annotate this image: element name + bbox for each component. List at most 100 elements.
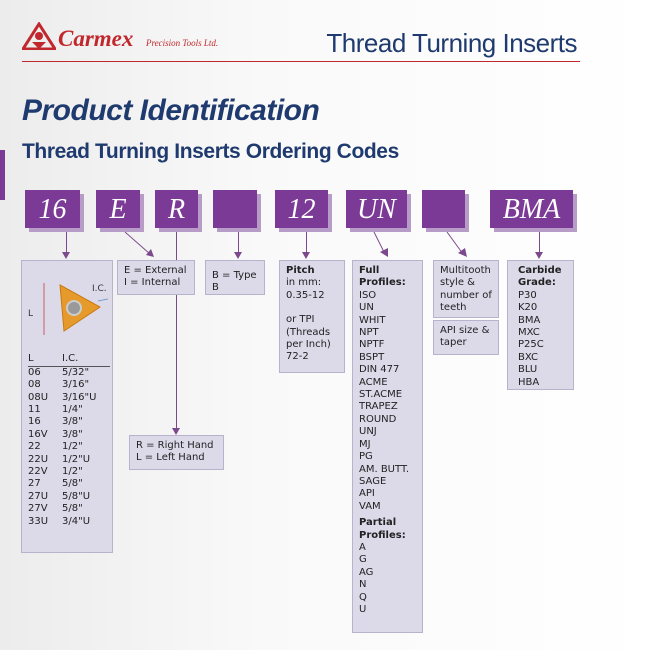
full-profile-item: AM. BUTT. bbox=[359, 463, 410, 475]
ic-value: 5/32" bbox=[62, 366, 90, 378]
grade-item: MXC bbox=[518, 327, 540, 339]
connector-diagonal bbox=[124, 231, 154, 257]
l-value: 33U bbox=[28, 515, 49, 527]
arrow-icon bbox=[302, 252, 310, 259]
grade-item: BMA bbox=[518, 314, 541, 326]
ic-value: 1/4" bbox=[62, 404, 83, 416]
multitooth-text: Multitooth style & number of teeth bbox=[440, 265, 492, 314]
full-profile-item: UN bbox=[359, 302, 374, 314]
size-row: 16V 3/8" bbox=[28, 429, 110, 441]
size-row: 06 5/32" bbox=[28, 366, 110, 379]
full-profile-item: TRAPEZ bbox=[359, 401, 398, 413]
l-value: 16V bbox=[28, 428, 48, 440]
size-row: 22V 1/2" bbox=[28, 466, 110, 478]
typeb-box: B = Type B bbox=[205, 260, 265, 295]
arrow-icon bbox=[535, 252, 543, 259]
pitch-text: per Inch) bbox=[286, 339, 331, 351]
l-value: 08 bbox=[28, 379, 41, 391]
arrow-icon bbox=[172, 428, 180, 435]
diagram-label-ic: I.C. bbox=[92, 284, 107, 294]
col-l-header: L bbox=[28, 353, 63, 367]
api-text: API size & taper bbox=[440, 325, 490, 349]
connector bbox=[238, 232, 239, 254]
pitch-text: or TPI bbox=[286, 314, 315, 326]
ic-value: 5/8" bbox=[62, 503, 83, 515]
grade-item: HBA bbox=[518, 376, 540, 388]
insert-diagram-icon bbox=[43, 283, 109, 335]
full-profile-item: ACME bbox=[359, 376, 388, 388]
grade-item: P30 bbox=[518, 289, 537, 301]
ic-value: 1/2" bbox=[62, 441, 83, 453]
ic-value: 3/8" bbox=[62, 428, 83, 440]
partial-profile-item: AG bbox=[359, 566, 374, 578]
hand-right: R = Right Hand bbox=[136, 440, 214, 451]
header-divider bbox=[22, 61, 580, 62]
type-box: E = External I = Internal bbox=[117, 260, 195, 295]
l-value: 06 bbox=[28, 366, 41, 378]
size-row: 22U 1/2"U bbox=[28, 454, 110, 466]
l-value: 08U bbox=[28, 391, 49, 403]
partial-profile-item: G bbox=[359, 554, 367, 566]
size-row: 11 1/4" bbox=[28, 404, 110, 416]
ic-value: 3/4"U bbox=[62, 515, 91, 527]
grade-item: BXC bbox=[518, 351, 538, 363]
brand-name: Carmex bbox=[58, 26, 134, 51]
pitch-text: (Threads bbox=[286, 326, 331, 338]
brand-subtitle: Precision Tools Ltd. bbox=[146, 38, 219, 48]
l-value: 27U bbox=[28, 490, 49, 502]
header-title: Thread Turning Inserts bbox=[326, 28, 577, 58]
full-profile-item: API bbox=[359, 488, 375, 500]
full-profile-item: VAM bbox=[359, 500, 381, 512]
code-profile: UN bbox=[346, 190, 407, 228]
ic-value: 5/8" bbox=[62, 478, 83, 490]
l-value: 22 bbox=[28, 441, 41, 453]
code-multitooth bbox=[422, 190, 465, 228]
pitch-box: Pitch in mm: 0.35-12 or TPI (Threads per… bbox=[279, 260, 345, 373]
connector bbox=[66, 232, 67, 254]
full-profile-item: ST.ACME bbox=[359, 389, 403, 401]
grade-item: K20 bbox=[518, 302, 538, 314]
l-value: 16 bbox=[28, 416, 41, 428]
code-hand: R bbox=[155, 190, 198, 228]
grade-box: Carbide Grade: P30 K20 BMA MXC P25C BXC BLU HBA bbox=[507, 260, 574, 390]
diagram-label-l: L bbox=[28, 309, 34, 319]
grade-item: BLU bbox=[518, 364, 538, 376]
connector-diagonal bbox=[446, 231, 467, 257]
hand-box: R = Right Hand L = Left Hand bbox=[129, 435, 224, 470]
connector-diagonal bbox=[373, 231, 388, 257]
l-value: 27 bbox=[28, 478, 41, 490]
ic-value: 3/16" bbox=[62, 379, 90, 391]
type-external: E = External bbox=[124, 265, 187, 276]
l-value: 27V bbox=[28, 503, 48, 515]
code-grade: BMA bbox=[490, 190, 573, 228]
typeb-text: B = Type B bbox=[212, 270, 257, 294]
ic-value: 3/16"U bbox=[62, 391, 97, 403]
full-profile-item: MJ bbox=[359, 438, 371, 450]
ic-value: 1/2"U bbox=[62, 453, 91, 465]
full-profile-item: NPT bbox=[359, 327, 379, 339]
full-profile-item: NPTF bbox=[359, 339, 385, 351]
pitch-text: 0.35-12 bbox=[286, 289, 325, 301]
partial-profiles-heading: Partial Profiles: bbox=[359, 517, 406, 541]
api-box: API size & taper bbox=[433, 320, 499, 355]
partial-profile-item: A bbox=[359, 541, 366, 553]
code-size: 16 bbox=[25, 190, 80, 228]
l-value: 22U bbox=[28, 453, 49, 465]
size-row: 22 1/2" bbox=[28, 441, 110, 453]
size-row: 08U 3/16"U bbox=[28, 392, 110, 404]
arrow-icon bbox=[62, 252, 70, 259]
profiles-box: Full Profiles: ISO UN WHIT NPT NPTF BSPT DIN 4… bbox=[352, 260, 423, 633]
full-profile-item: UNJ bbox=[359, 426, 377, 438]
size-table: L I.C. 06 5/32" 08 3/16" 08U 3/16"U 11 1/4" 16 3/8… bbox=[28, 353, 111, 528]
size-row: 27 5/8" bbox=[28, 478, 110, 490]
ic-value: 1/2" bbox=[62, 466, 83, 478]
partial-profile-item: N bbox=[359, 579, 367, 591]
size-row: 27V 5/8" bbox=[28, 503, 110, 515]
code-type: E bbox=[96, 190, 140, 228]
full-profile-item: ROUND bbox=[359, 413, 397, 425]
arrow-icon bbox=[234, 252, 242, 259]
full-profile-item: ISO bbox=[359, 289, 377, 301]
pitch-text: in mm: bbox=[286, 277, 322, 289]
l-value: 22V bbox=[28, 466, 48, 478]
connector bbox=[306, 232, 307, 254]
